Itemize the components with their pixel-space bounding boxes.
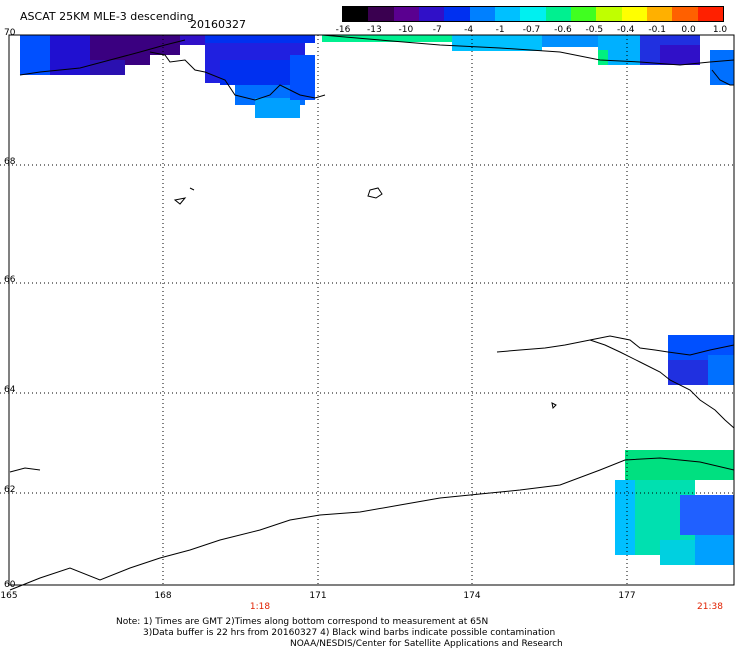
colorbar-segment — [419, 7, 445, 21]
swath-cell — [180, 35, 205, 45]
swath-cell — [322, 35, 452, 42]
colorbar-tick-label: 1.0 — [712, 25, 728, 35]
coastlines — [9, 34, 735, 591]
swath-cell — [625, 450, 734, 480]
colorbar-segment — [697, 7, 724, 21]
data-swaths — [20, 35, 734, 565]
colorbar-tick-label: 0.0 — [681, 25, 696, 35]
lat-label: 68 — [4, 157, 16, 167]
swath-cell — [708, 355, 734, 385]
swath-cell — [598, 50, 608, 65]
islet — [551, 402, 557, 410]
colorbar-segment — [469, 7, 496, 21]
colorbar-segment — [343, 7, 369, 21]
map-date: 20160327 — [190, 18, 246, 31]
coastline-anadyr — [149, 51, 326, 101]
lon-label: 168 — [154, 591, 172, 601]
lon-label: 171 — [309, 591, 327, 601]
time-label: 21:38 — [697, 602, 723, 612]
swath-cell — [660, 540, 695, 565]
lat-label: 70 — [4, 28, 16, 38]
swath-cell — [452, 35, 542, 51]
colorbar-segment — [647, 7, 673, 21]
colorbar-tick-label: -16 — [335, 25, 351, 35]
swath-cell — [90, 60, 125, 75]
colorbar-segment — [672, 7, 699, 21]
note-line-1: Note: 1) Times are GMT 2)Times along bot… — [116, 617, 489, 627]
colorbar-tick-label: -0.5 — [585, 25, 604, 35]
swath-cell — [205, 35, 315, 43]
islet — [173, 197, 187, 205]
colorbar-tick-label: -10 — [398, 25, 414, 35]
colorbar-tick-label: -13 — [367, 25, 382, 35]
coastline-fragment — [9, 467, 41, 473]
swath-cell — [542, 35, 602, 47]
colorbar-tick-label: -7 — [432, 25, 442, 35]
swath-cell — [20, 35, 50, 75]
colorbar-segment — [621, 7, 648, 21]
time-label: 1:18 — [249, 602, 271, 612]
lat-label: 64 — [4, 385, 16, 395]
colorbar-tick-label: -0.4 — [616, 25, 635, 35]
islet — [189, 187, 195, 191]
lon-label: 165 — [0, 591, 18, 601]
colorbar-segment — [444, 7, 471, 21]
colorbar-tick-label: -0.7 — [522, 25, 541, 35]
map-frame — [8, 34, 735, 586]
note-line-2: 3)Data buffer is 22 hrs from 20160327 4)… — [143, 628, 556, 638]
lat-label: 60 — [4, 580, 16, 590]
lon-label: 174 — [463, 591, 481, 601]
coastline-north-right — [321, 34, 735, 66]
colorbar-segment — [596, 7, 623, 21]
swath-cell — [660, 45, 700, 65]
swath-cell — [615, 480, 635, 555]
lat-label: 66 — [4, 275, 16, 285]
coastline-chukotka — [19, 39, 186, 76]
coastline-cape — [711, 69, 734, 86]
coastline-south — [9, 457, 735, 591]
colorbar-tick-label: -0.6 — [554, 25, 572, 35]
swath-cell — [668, 360, 708, 385]
swath-cell — [680, 495, 734, 535]
map-title: ASCAT 25KM MLE-3 descending — [20, 10, 194, 23]
swath-cell — [695, 535, 734, 565]
lat-label: 62 — [4, 485, 16, 495]
colorbar-tick-label: -0.1 — [648, 25, 666, 35]
coastline-st-lawrence — [496, 335, 735, 356]
colorbar-tick-label: -4 — [464, 25, 474, 35]
colorbar-segment — [368, 7, 395, 21]
swath-cell — [290, 55, 315, 100]
swath-cell — [50, 35, 90, 75]
coastline-seward — [589, 339, 735, 429]
swath-cell — [255, 98, 300, 118]
colorbar-segment — [545, 7, 572, 21]
colorbar-segment — [520, 7, 547, 21]
lon-label: 177 — [618, 591, 636, 601]
swath-cell — [220, 60, 300, 85]
colorbar-tick-label: -1 — [495, 25, 505, 35]
swath-cell — [710, 50, 734, 85]
colorbar-segment — [393, 7, 420, 21]
note-line-3: NOAA/NESDIS/Center for Satellite Applica… — [290, 639, 563, 649]
colorbar — [342, 6, 724, 22]
colorbar-segment — [571, 7, 597, 21]
colorbar-segment — [495, 7, 521, 21]
island-small — [367, 187, 383, 199]
